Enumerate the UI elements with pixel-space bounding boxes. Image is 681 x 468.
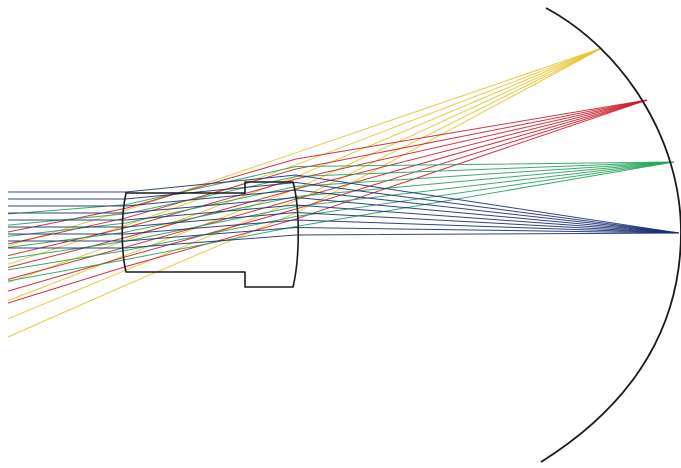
blue-ray (8, 211, 680, 234)
blue-ray (8, 232, 680, 249)
yellow-ray (7, 47, 603, 283)
lens-assembly (121, 181, 300, 288)
green-ray (7, 161, 675, 226)
red-ray (7, 99, 648, 280)
yellow-ray (7, 47, 603, 265)
blue-ray (8, 174, 680, 234)
yellow-ray (7, 47, 603, 320)
blue-ray (8, 204, 680, 234)
blue-ray (8, 181, 680, 234)
yellow-ray (7, 47, 603, 338)
green-ray (7, 161, 675, 271)
green-ray (7, 161, 675, 215)
green-ray (7, 161, 675, 260)
red-ray (7, 99, 648, 292)
red-ray (7, 99, 648, 257)
red-ray (7, 99, 648, 304)
green-ray (7, 161, 675, 282)
green-ray (7, 161, 675, 237)
blue-ray (8, 226, 680, 242)
blue-ray (8, 189, 680, 234)
yellow-ray (7, 47, 603, 302)
blue-ray (8, 196, 680, 234)
blue-ray (8, 219, 680, 235)
red-ray (7, 99, 648, 268)
ray-bundles (7, 47, 680, 338)
green-ray (7, 161, 675, 248)
yellow-ray (7, 47, 603, 247)
curved-image-surface (540, 7, 681, 463)
